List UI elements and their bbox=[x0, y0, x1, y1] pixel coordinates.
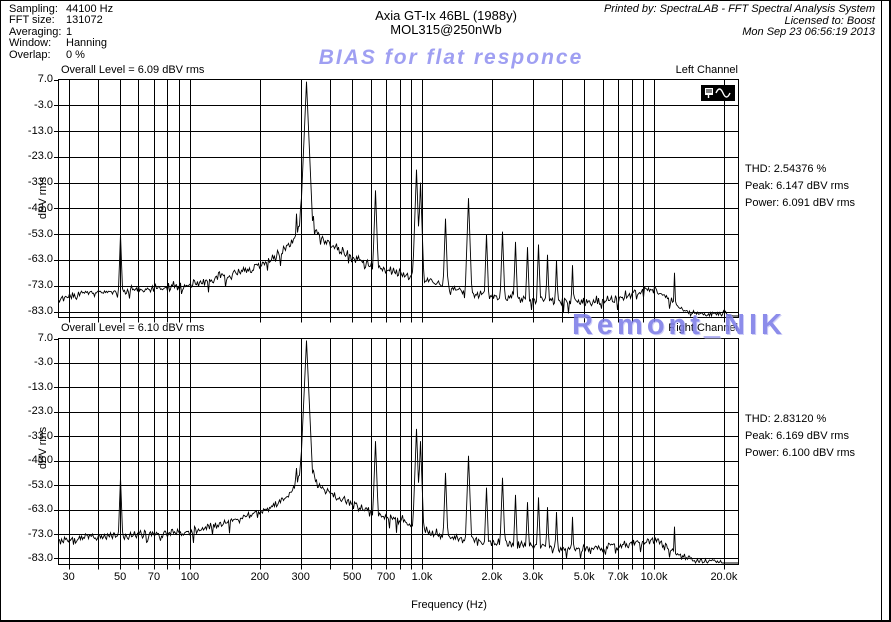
x-tick-label: 7.0k bbox=[607, 571, 629, 583]
bias-annotation: BIAS for flat responce bbox=[318, 46, 584, 69]
x-tick-label: 70 bbox=[147, 571, 161, 583]
setting-value: Hanning bbox=[66, 37, 107, 50]
measurement-stats-right: THD: 2.83120 % Peak: 6.169 dBV rms Power… bbox=[745, 411, 855, 462]
watermark: Remont_NIK bbox=[571, 309, 786, 341]
spectrum-trace bbox=[58, 340, 739, 565]
spectrum-plot-right-channel bbox=[54, 337, 740, 576]
y-tick-label: -73.0 bbox=[27, 527, 53, 540]
x-tick-label: 10.0k bbox=[640, 571, 668, 583]
y-tick-label: -53.0 bbox=[27, 478, 53, 491]
y-tick-label: -23.0 bbox=[27, 405, 53, 418]
setting-label: Overlap: bbox=[9, 48, 51, 61]
setting-value: 44100 Hz bbox=[66, 3, 114, 15]
y-tick-label: -3.0 bbox=[34, 98, 53, 111]
analysis-settings: Sampling: 44100 Hz FFT size: 131072 Averag… bbox=[9, 3, 114, 61]
y-tick-label: -13.0 bbox=[27, 380, 53, 393]
print-timestamp: Mon Sep 23 06:56:19 2013 bbox=[742, 26, 875, 38]
x-tick-label: 3.0k bbox=[522, 571, 544, 583]
overall-level-left: Overall Level = 6.09 dBV rms bbox=[61, 64, 205, 76]
y-tick-label: -33.0 bbox=[27, 429, 53, 442]
setting-label: FFT size: bbox=[9, 14, 55, 27]
x-tick-label: 1.0k bbox=[411, 571, 433, 583]
x-tick-label: 5.0k bbox=[573, 571, 595, 583]
x-tick-label: 20.0k bbox=[710, 571, 738, 583]
waveform-icon bbox=[701, 85, 735, 101]
x-tick-label: 700 bbox=[376, 571, 396, 583]
y-tick-label: -63.0 bbox=[27, 503, 53, 516]
spectrum-trace bbox=[58, 81, 739, 318]
setting-label: Averaging: bbox=[9, 25, 62, 38]
spectrum-plot-left-channel bbox=[54, 78, 740, 329]
measurement-stats-left: THD: 2.54376 % Peak: 6.147 dBV rms Power… bbox=[745, 161, 855, 212]
page-inner-border bbox=[881, 1, 882, 620]
report-title: Axia GT-Ix 46BL (1988y) MOL315@250nWb bbox=[281, 9, 611, 37]
y-tick-label: -3.0 bbox=[34, 356, 53, 369]
y-tick-label: -83.0 bbox=[27, 551, 53, 564]
channel-label-left: Left Channel bbox=[675, 64, 738, 76]
setting-value: 131072 bbox=[66, 14, 103, 27]
y-tick-label: -43.0 bbox=[27, 454, 53, 467]
thd-value: THD: 2.54376 % bbox=[745, 163, 827, 175]
x-axis-title: Frequency (Hz) bbox=[411, 599, 487, 611]
title-line-2: MOL315@250nWb bbox=[390, 22, 502, 37]
x-tick-label: 500 bbox=[342, 571, 362, 583]
y-tick-label: 7.0 bbox=[37, 73, 53, 85]
channel-label-right: Right Channel bbox=[668, 322, 738, 334]
print-info: Printed by: SpectraLAB - FFT Spectral An… bbox=[545, 3, 875, 39]
y-tick-label: 7.0 bbox=[37, 332, 53, 344]
y-tick-label: -33.0 bbox=[27, 176, 53, 189]
y-tick-label: -73.0 bbox=[27, 279, 53, 292]
power-value: Power: 6.091 dBV rms bbox=[745, 197, 856, 209]
x-tick-label: 300 bbox=[291, 571, 310, 583]
setting-label: Sampling: bbox=[9, 3, 58, 15]
y-tick-label: -13.0 bbox=[27, 124, 53, 137]
power-value: Power: 6.100 dBV rms bbox=[745, 447, 856, 459]
y-tick-label: -53.0 bbox=[27, 227, 53, 240]
licensed-to: Licensed to: Boost bbox=[784, 14, 875, 27]
plot-grid-and-trace bbox=[54, 78, 740, 323]
x-tick-label: 2.0k bbox=[481, 571, 503, 583]
setting-label: Window: bbox=[9, 37, 52, 50]
peak-value: Peak: 6.147 dBV rms bbox=[745, 180, 849, 192]
x-tick-label: 200 bbox=[250, 571, 269, 583]
y-tick-label: -23.0 bbox=[27, 150, 53, 163]
printed-by: Printed by: SpectraLAB - FFT Spectral An… bbox=[603, 3, 875, 15]
title-line-1: Axia GT-Ix 46BL (1988y) bbox=[375, 8, 517, 23]
x-tick-label: 50 bbox=[113, 571, 127, 583]
peak-value: Peak: 6.169 dBV rms bbox=[745, 430, 849, 442]
plot-grid-and-trace bbox=[54, 337, 740, 570]
y-tick-label: -83.0 bbox=[27, 305, 53, 318]
setting-value: 0 % bbox=[66, 48, 85, 61]
thd-value: THD: 2.83120 % bbox=[745, 413, 827, 425]
x-tick-label: 100 bbox=[180, 571, 200, 583]
y-tick-label: -43.0 bbox=[27, 201, 53, 214]
overall-level-right: Overall Level = 6.10 dBV rms bbox=[61, 322, 205, 334]
y-tick-label: -63.0 bbox=[27, 253, 53, 266]
x-tick-label: 30 bbox=[62, 571, 75, 583]
setting-value: 1 bbox=[66, 25, 73, 38]
